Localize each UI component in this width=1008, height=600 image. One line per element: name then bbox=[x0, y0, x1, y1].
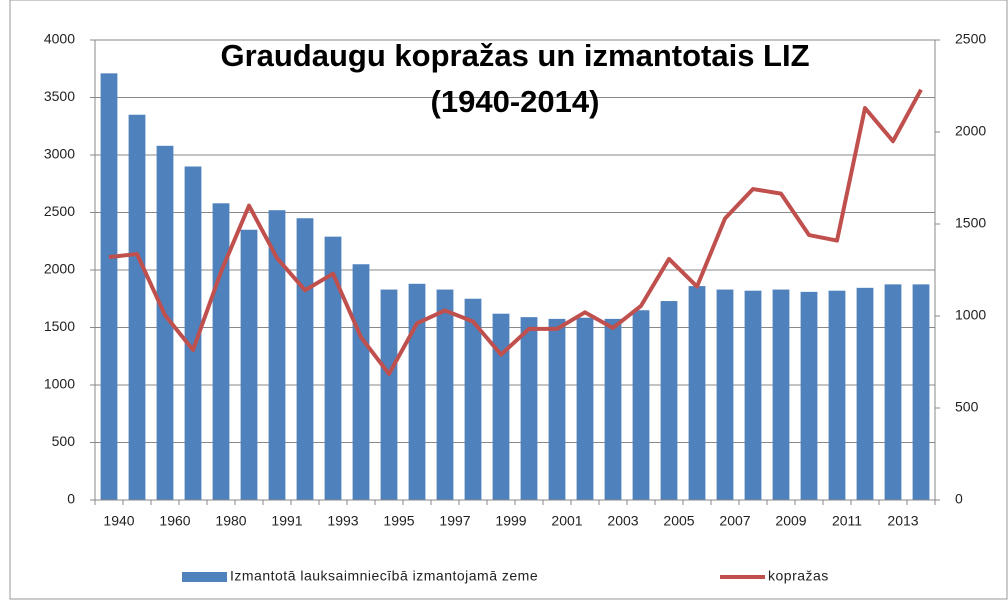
bar bbox=[800, 291, 818, 500]
x-tick-label: 1960 bbox=[159, 513, 190, 529]
bar bbox=[576, 317, 594, 500]
bar bbox=[408, 283, 426, 500]
x-tick-label: 1991 bbox=[271, 513, 302, 529]
bar bbox=[436, 289, 454, 500]
y-tick-label: 2500 bbox=[44, 203, 75, 219]
x-tick-label: 1980 bbox=[215, 513, 246, 529]
bar bbox=[100, 73, 118, 500]
x-tick-label: 2001 bbox=[551, 513, 582, 529]
legend-label: Izmantotā lauksaimniecībā izmantojamā ze… bbox=[230, 568, 538, 584]
line bbox=[108, 88, 923, 376]
y-tick-label: 500 bbox=[52, 433, 76, 449]
x-tick-label: 1999 bbox=[495, 513, 526, 529]
bar bbox=[296, 218, 314, 500]
x-tick-label: 1993 bbox=[327, 513, 358, 529]
y2-tick-label: 1500 bbox=[955, 215, 986, 231]
bar bbox=[660, 301, 678, 500]
x-tick-label: 2013 bbox=[887, 513, 918, 529]
bar bbox=[632, 310, 650, 500]
bar bbox=[604, 318, 622, 500]
bar bbox=[324, 236, 342, 500]
bar bbox=[156, 145, 174, 501]
x-tick-label: 2003 bbox=[607, 513, 638, 529]
bar bbox=[352, 264, 370, 500]
x-tick-label: 2007 bbox=[719, 513, 750, 529]
y-tick-label: 1000 bbox=[44, 376, 75, 392]
y2-tick-label: 2000 bbox=[955, 123, 986, 139]
y2-tick-label: 2500 bbox=[955, 31, 986, 47]
y2-tick-label: 1000 bbox=[955, 307, 986, 323]
y2-tick-label: 0 bbox=[955, 491, 963, 507]
bar bbox=[128, 114, 146, 500]
bar bbox=[184, 166, 202, 500]
bar bbox=[884, 284, 902, 500]
bar bbox=[772, 289, 790, 500]
y-tick-label: 1500 bbox=[44, 318, 75, 334]
bar bbox=[520, 317, 538, 500]
x-tick-label: 2011 bbox=[832, 513, 862, 529]
x-tick-label: 1997 bbox=[439, 513, 470, 529]
x-tick-label: 1940 bbox=[103, 513, 134, 529]
bar bbox=[828, 290, 846, 500]
y-tick-label: 2000 bbox=[44, 261, 75, 277]
y-tick-label: 3000 bbox=[44, 146, 75, 162]
chart-title: Graudaugu kopražas un izmantotais LIZ bbox=[220, 38, 809, 73]
y-tick-label: 3500 bbox=[44, 88, 75, 104]
bar bbox=[716, 289, 734, 500]
x-tick-label: 2005 bbox=[663, 513, 694, 529]
y-tick-label: 4000 bbox=[44, 31, 75, 47]
bar bbox=[268, 210, 286, 500]
legend-swatch bbox=[182, 572, 227, 582]
bar bbox=[492, 313, 510, 500]
bar bbox=[380, 289, 398, 500]
chart-subtitle: (1940-2014) bbox=[431, 84, 600, 119]
bar bbox=[212, 203, 230, 501]
x-tick-label: 1995 bbox=[383, 513, 414, 529]
x-tick-label: 2009 bbox=[775, 513, 806, 529]
bar bbox=[856, 287, 874, 500]
bar bbox=[744, 290, 762, 500]
bar bbox=[912, 284, 930, 500]
legend-label: kopražas bbox=[768, 568, 829, 584]
bar bbox=[548, 318, 566, 500]
bar bbox=[240, 229, 258, 500]
y-tick-label: 0 bbox=[67, 491, 75, 507]
bar bbox=[464, 298, 482, 500]
y2-tick-label: 500 bbox=[955, 399, 979, 415]
bar bbox=[688, 286, 706, 500]
